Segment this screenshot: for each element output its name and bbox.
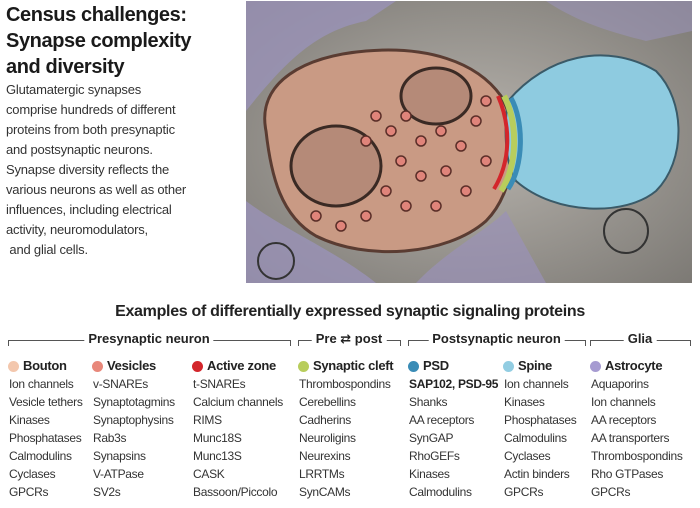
body-line: proteins from both presynaptic xyxy=(6,122,175,137)
protein: Calmodulins xyxy=(504,431,567,445)
protein: Calmodulins xyxy=(9,449,72,463)
bracket-end xyxy=(8,340,9,346)
table-title: Examples of differentially expressed syn… xyxy=(115,303,585,320)
protein: Munc13S xyxy=(193,449,242,463)
legend-dot xyxy=(590,361,601,372)
legend-dot xyxy=(408,361,419,372)
column-header: Active zone xyxy=(207,358,276,373)
protein: Ion channels xyxy=(591,395,656,409)
protein: Shanks xyxy=(409,395,448,409)
title-line: Synapse complexity xyxy=(6,30,192,52)
protein: Ion channels xyxy=(9,377,74,391)
protein: LRRTMs xyxy=(299,467,345,481)
protein: GPCRs xyxy=(591,485,631,499)
column-header: Spine xyxy=(518,358,552,373)
protein: Synapsins xyxy=(93,449,146,463)
title-line: Census challenges: xyxy=(6,4,187,26)
body-line: activity, neuromodulators, xyxy=(6,222,148,237)
legend-dot xyxy=(298,361,309,372)
protein: Phosphatases xyxy=(9,431,82,445)
protein: t-SNAREs xyxy=(193,377,246,391)
protein: SynCAMs xyxy=(299,485,351,499)
bracket-end xyxy=(590,340,591,346)
bracket-end xyxy=(298,340,299,346)
group-label: Postsynaptic neuron xyxy=(428,331,565,346)
protein: Ion channels xyxy=(504,377,569,391)
column-header: PSD xyxy=(423,358,449,373)
body-line: various neurons as well as other xyxy=(6,182,187,197)
protein: Cerebellins xyxy=(299,395,356,409)
legend-dot xyxy=(503,361,514,372)
protein: SAP102, PSD-95 xyxy=(409,377,499,391)
bracket-end xyxy=(585,340,586,346)
protein: Thrombospondins xyxy=(591,449,683,463)
protein: Rab3s xyxy=(93,431,127,445)
legend-dot xyxy=(192,361,203,372)
protein: Calmodulins xyxy=(409,485,472,499)
protein: Cadherins xyxy=(299,413,351,427)
protein: Kinases xyxy=(504,395,545,409)
protein: Phosphatases xyxy=(504,413,577,427)
protein: Neurexins xyxy=(299,449,351,463)
protein: RhoGEFs xyxy=(409,449,460,463)
protein: AA transporters xyxy=(591,431,670,445)
column-header: Astrocyte xyxy=(605,358,663,373)
protein: SynGAP xyxy=(409,431,454,445)
protein: Vesicle tethers xyxy=(9,395,83,409)
protein: v-SNAREs xyxy=(93,377,148,391)
body-line: comprise hundreds of different xyxy=(6,102,176,117)
body-line: Glutamatergic synapses xyxy=(6,82,142,97)
protein: Calcium channels xyxy=(193,395,283,409)
protein: Kinases xyxy=(9,413,50,427)
bracket-end xyxy=(690,340,691,346)
body-line: Synapse diversity reflects the xyxy=(6,162,170,177)
group-label: Pre ⇄ post xyxy=(311,331,387,347)
protein: GPCRs xyxy=(9,485,49,499)
protein: Rho GTPases xyxy=(591,467,664,481)
protein: Cyclases xyxy=(9,467,56,481)
protein: Munc18S xyxy=(193,431,242,445)
title-line: and diversity xyxy=(6,56,125,78)
body-line: and glial cells. xyxy=(6,242,88,257)
bracket-end xyxy=(400,340,401,346)
protein: GPCRs xyxy=(504,485,544,499)
protein: RIMS xyxy=(193,413,222,427)
legend-dot xyxy=(8,361,19,372)
protein: SV2s xyxy=(93,485,121,499)
protein: CASK xyxy=(193,467,225,481)
protein: Neuroligins xyxy=(299,431,356,445)
body-line: and postsynaptic neurons. xyxy=(6,142,153,157)
bracket-end xyxy=(408,340,409,346)
protein: Synaptophysins xyxy=(93,413,174,427)
column-header: Synaptic cleft xyxy=(313,358,394,373)
body-line: influences, including electrical xyxy=(6,202,172,217)
micrograph xyxy=(246,1,692,283)
protein: Thrombospondins xyxy=(299,377,391,391)
protein: AA receptors xyxy=(409,413,475,427)
bracket-end xyxy=(290,340,291,346)
protein: Aquaporins xyxy=(591,377,649,391)
protein: AA receptors xyxy=(591,413,657,427)
protein: Synaptotagmins xyxy=(93,395,175,409)
column-header: Vesicles xyxy=(107,358,156,373)
group-label: Presynaptic neuron xyxy=(84,331,214,346)
legend-dot xyxy=(92,361,103,372)
column-header: Bouton xyxy=(23,358,67,373)
protein: Bassoon/Piccolo xyxy=(193,485,278,499)
group-label: Glia xyxy=(623,331,657,346)
protein: V-ATPase xyxy=(93,467,144,481)
protein: Actin binders xyxy=(504,467,570,481)
protein: Kinases xyxy=(409,467,450,481)
protein: Cyclases xyxy=(504,449,551,463)
